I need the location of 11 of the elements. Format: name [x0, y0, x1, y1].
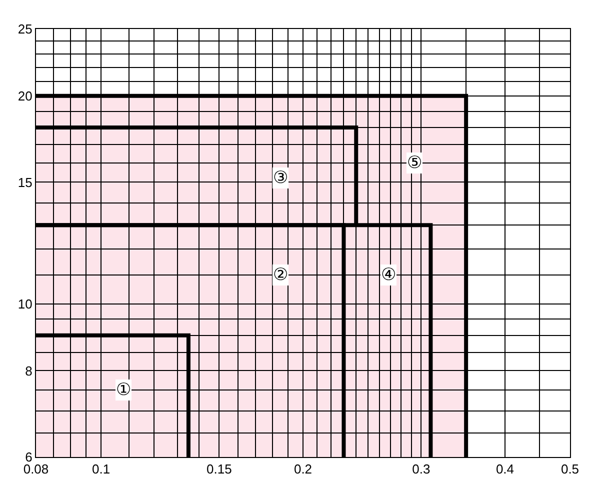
y-tick-label: 8 — [25, 363, 32, 378]
x-tick-label: 0.5 — [560, 462, 580, 477]
x-tick-label: 0.3 — [412, 462, 430, 477]
y-tick-label: 10 — [18, 296, 32, 312]
x-tick-label: 0.4 — [496, 462, 514, 477]
x-tick-label: 0.1 — [92, 462, 110, 477]
y-tick-label: 15 — [18, 174, 32, 190]
y-tick-label: 20 — [18, 88, 32, 104]
x-tick-label: 0.15 — [206, 462, 232, 477]
y-tick-label: 25 — [18, 22, 32, 37]
x-tick-label: 0.2 — [294, 462, 312, 477]
